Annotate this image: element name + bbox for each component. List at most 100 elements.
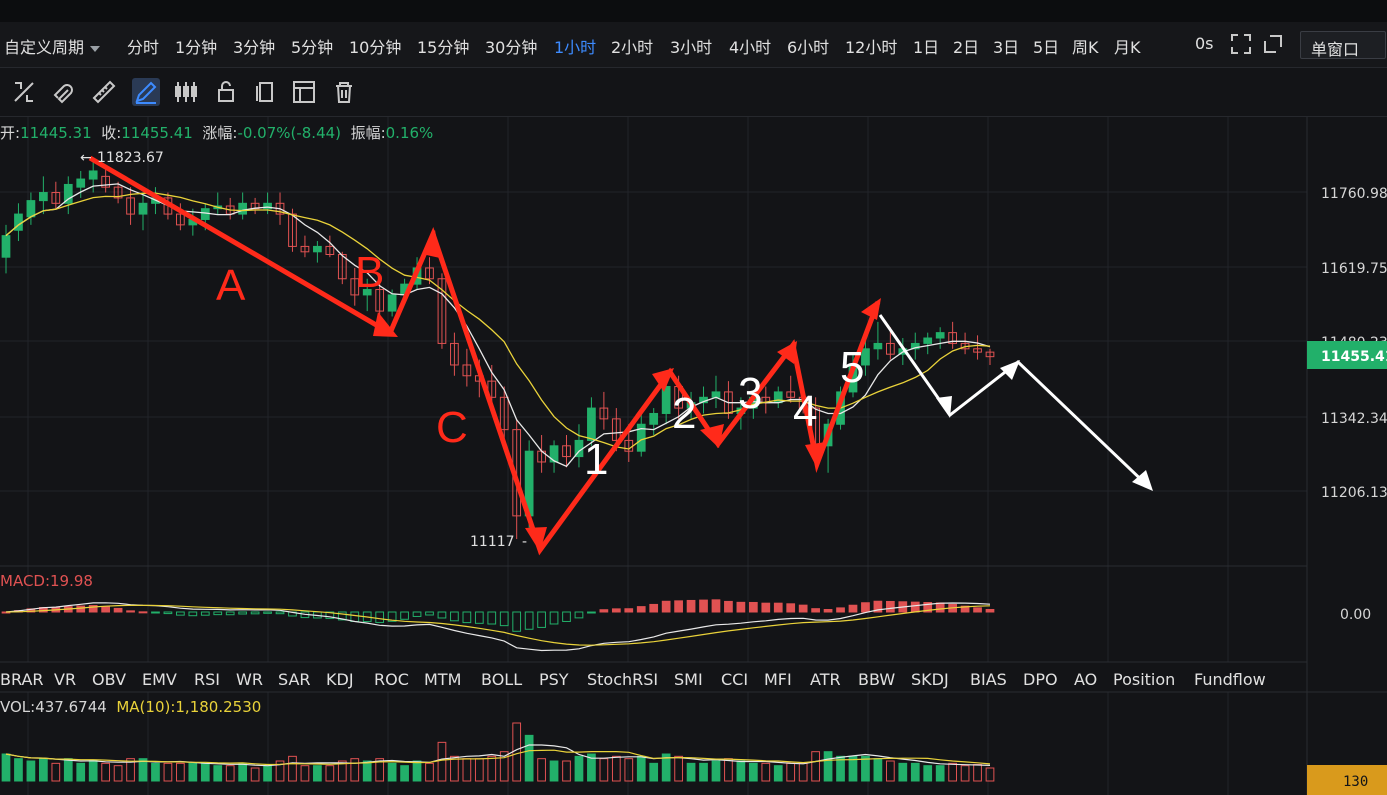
layout-settings-icon[interactable] [290, 78, 318, 106]
wave-label-4: 4 [793, 387, 817, 436]
wave-annotations [88, 155, 1153, 556]
close-value: 11455.41 [121, 124, 193, 142]
macd-bar [674, 600, 683, 613]
volume-bar [200, 762, 210, 782]
indicator-tab[interactable]: CCI [721, 670, 749, 689]
trash-icon[interactable] [330, 78, 358, 106]
indicator-tab[interactable]: BBW [858, 670, 896, 689]
macd-bar [848, 604, 858, 613]
extreme-labels: ← 11823.67 11117 - [80, 150, 527, 550]
period-tab[interactable]: 4小时 [729, 38, 772, 57]
period-tab[interactable]: 3日 [993, 38, 1020, 57]
period-tab[interactable]: 3小时 [670, 38, 713, 57]
period-tab[interactable]: 6小时 [787, 38, 830, 57]
volume-bar [499, 751, 509, 782]
window-mode-select[interactable]: 单窗口 [1300, 31, 1386, 59]
indicator-tab[interactable]: VR [54, 670, 77, 689]
candle-body [200, 208, 210, 220]
indicator-tab[interactable]: AO [1074, 670, 1098, 689]
period-tab[interactable]: 10分钟 [349, 38, 402, 57]
period-tab[interactable]: 1日 [913, 38, 940, 57]
open-label: 开: [0, 124, 21, 142]
magnet-icon[interactable] [50, 78, 78, 106]
period-tab[interactable]: 月K [1114, 38, 1141, 57]
volume-bar [773, 765, 783, 782]
period-tab[interactable]: 5日 [1033, 38, 1060, 57]
indicator-tab[interactable]: RSI [194, 670, 220, 689]
candle-body [599, 407, 609, 420]
macd-bar [537, 611, 546, 628]
indicator-tab[interactable]: SMI [674, 670, 703, 689]
candle-body [26, 200, 36, 218]
indicator-tab[interactable]: WR [236, 670, 263, 689]
indicator-tab[interactable]: ATR [810, 670, 841, 689]
macd-bar [126, 610, 135, 613]
period-tab[interactable]: 2日 [953, 38, 980, 57]
indicator-tab[interactable]: OBV [92, 670, 127, 689]
period-tab[interactable]: 周K [1072, 38, 1099, 57]
candle-body [636, 423, 646, 452]
volume-bar [948, 762, 957, 782]
volume-bar [811, 751, 820, 782]
custom-period-dropdown[interactable]: 自定义周期 [4, 34, 101, 58]
period-tab[interactable]: 1分钟 [175, 38, 218, 57]
change-label: 涨幅: [202, 124, 238, 142]
indicator-tab[interactable]: BRAR [0, 670, 44, 689]
macd-bar [113, 607, 123, 613]
indicator-tab[interactable]: SKDJ [911, 670, 949, 689]
period-tab[interactable]: 15分钟 [417, 38, 470, 57]
open-value: 11445.31 [20, 124, 92, 142]
copy-icon[interactable] [252, 78, 280, 106]
period-tab[interactable]: 12小时 [845, 38, 898, 57]
macd-bar [487, 611, 497, 625]
volume-bar [599, 758, 609, 782]
indicator-tab[interactable]: BIAS [970, 670, 1007, 689]
indicator-tab[interactable]: SAR [278, 670, 311, 689]
indicator-tab[interactable]: BOLL [481, 670, 523, 689]
volume-bar [985, 767, 995, 782]
period-tab[interactable]: 5分钟 [291, 38, 334, 57]
indicator-tab[interactable]: StochRSI [587, 670, 659, 689]
candle-pattern-icon[interactable] [172, 78, 200, 106]
period-tab[interactable]: 30分钟 [485, 38, 538, 57]
period-tab[interactable]: 2小时 [611, 38, 654, 57]
lock-icon[interactable] [212, 78, 240, 106]
volume-bar [462, 758, 472, 782]
macd-bar [188, 611, 198, 617]
indicator-tab[interactable]: Fundflow [1194, 670, 1266, 689]
pen-draw-icon[interactable] [132, 78, 160, 106]
volume-bar [798, 762, 808, 782]
forecast-arrow-head-1 [936, 396, 952, 418]
indicator-tab[interactable]: MTM [424, 670, 462, 689]
indicator-tab[interactable]: MFI [764, 670, 792, 689]
candle-body [450, 342, 459, 366]
macd-bar [138, 611, 148, 614]
macd-bar [213, 611, 223, 616]
indicator-tab[interactable]: EMV [142, 670, 177, 689]
macd-bar [973, 607, 982, 613]
period-tab[interactable]: 分时 [127, 38, 160, 57]
period-toolbar: 自定义周期 分时 1分钟 3分钟 5分钟 10分钟 15分钟 30分钟 1小时 … [0, 22, 1387, 68]
popout-window-icon[interactable] [1262, 33, 1284, 55]
indicator-tab[interactable]: DPO [1023, 670, 1058, 689]
fullscreen-icon[interactable] [1230, 33, 1252, 55]
current-price-label: 11455.41 [1321, 349, 1387, 365]
indicator-tab[interactable]: Position [1113, 670, 1176, 689]
period-tab-active[interactable]: 1小时 [554, 38, 597, 57]
volume-bar [113, 765, 123, 782]
period-tab[interactable]: 3分钟 [233, 38, 276, 57]
ruler-icon[interactable] [90, 78, 118, 106]
macd-bar [387, 611, 397, 622]
arrow-head-4 [805, 442, 826, 468]
macd-bar [512, 611, 522, 632]
volume-label: VOL:437.6744 [0, 698, 107, 716]
measure-draw-icon[interactable] [10, 78, 38, 106]
macd-bar [873, 600, 883, 613]
macd-label: MACD:19.98 [0, 572, 93, 590]
indicator-tab[interactable]: KDJ [326, 670, 354, 689]
volume-bar [935, 765, 945, 782]
indicator-tab[interactable]: PSY [539, 670, 569, 689]
indicator-tab[interactable]: ROC [374, 670, 409, 689]
candle-body [985, 351, 995, 358]
